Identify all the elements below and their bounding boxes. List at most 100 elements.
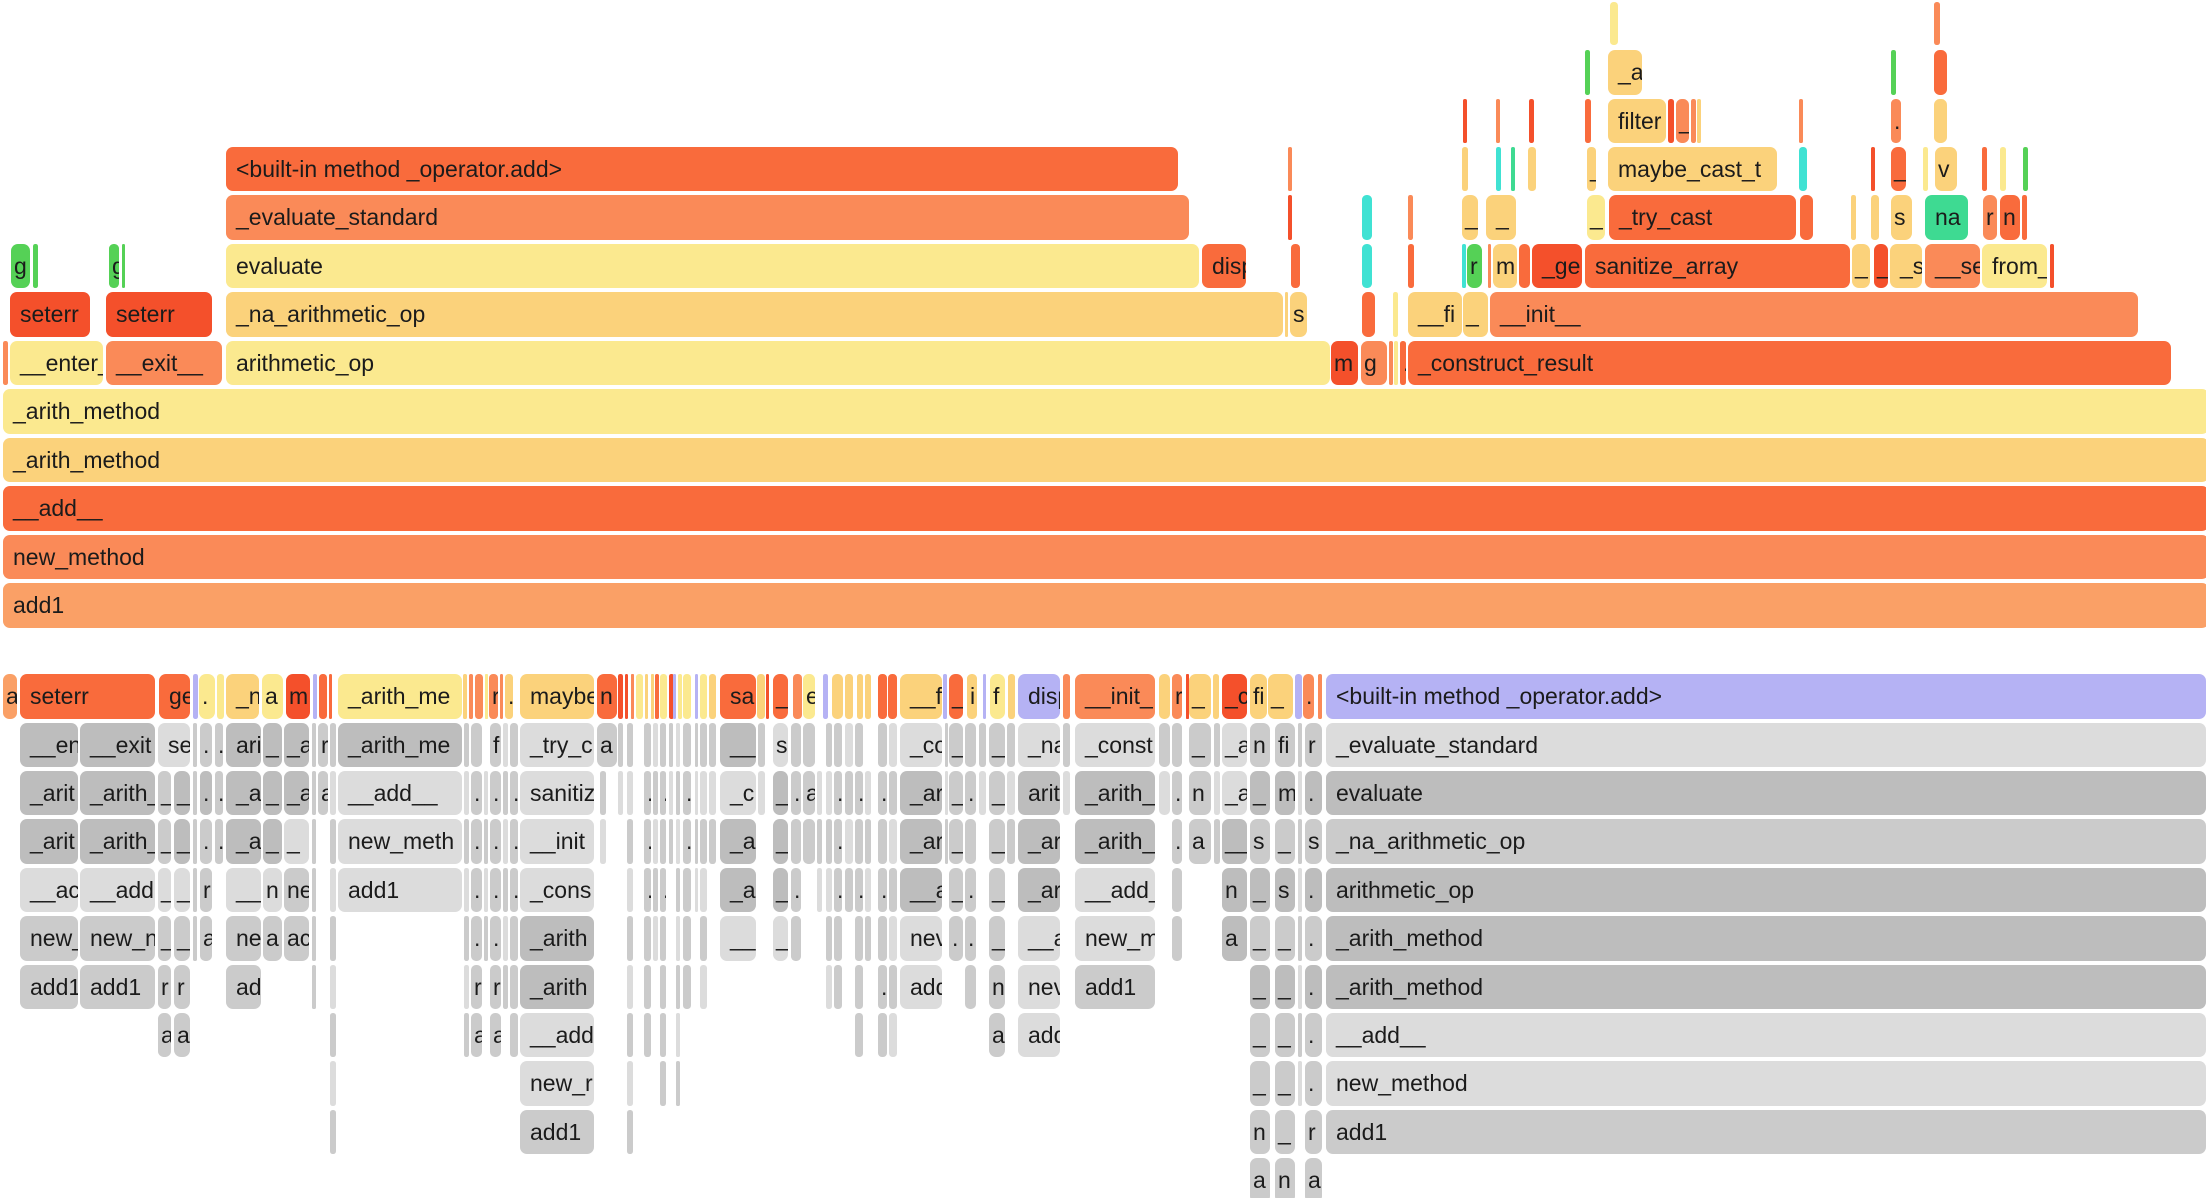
- caller-frame-bar[interactable]: _arith_method: [1326, 964, 2206, 1009]
- frame-bar[interactable]: [1408, 243, 1414, 288]
- caller-frame-bar[interactable]: ari: [226, 722, 261, 767]
- frame-bar[interactable]: [1285, 292, 1288, 337]
- caller-frame-bar[interactable]: [464, 1012, 469, 1058]
- leaf-frame-bar[interactable]: disp: [1018, 674, 1060, 719]
- caller-frame-bar[interactable]: _ar: [900, 819, 942, 864]
- leaf-frame-bar[interactable]: .: [1303, 674, 1314, 719]
- frame-bar[interactable]: [2022, 195, 2027, 240]
- frame-bar[interactable]: [1496, 98, 1500, 144]
- caller-frame-bar[interactable]: .: [834, 770, 842, 816]
- frame-bar[interactable]: [2000, 146, 2006, 191]
- caller-frame-bar[interactable]: [193, 916, 197, 961]
- caller-frame-bar[interactable]: _: [158, 770, 171, 816]
- caller-frame-bar[interactable]: _: [1250, 964, 1270, 1009]
- caller-frame-bar[interactable]: _: [1250, 770, 1270, 816]
- caller-frame-bar[interactable]: [660, 1061, 666, 1106]
- caller-frame-bar[interactable]: _: [1275, 1061, 1295, 1106]
- caller-frame-bar[interactable]: [676, 1012, 680, 1058]
- caller-frame-bar[interactable]: .: [490, 819, 501, 864]
- caller-frame-bar[interactable]: [330, 1061, 336, 1106]
- frame-bar[interactable]: [1934, 2, 1940, 45]
- caller-frame-bar[interactable]: [826, 867, 832, 913]
- caller-frame-bar[interactable]: new_n: [80, 916, 155, 961]
- leaf-frame-bar[interactable]: <built-in method _operator.add>: [1326, 674, 2206, 719]
- frame-bar[interactable]: disp: [1202, 243, 1246, 288]
- caller-frame-bar[interactable]: _: [174, 916, 190, 961]
- caller-frame-bar[interactable]: [889, 722, 897, 767]
- frame-bar[interactable]: _: [1587, 146, 1596, 191]
- caller-frame-bar[interactable]: __: [720, 916, 756, 961]
- frame-bar[interactable]: __init__: [1490, 292, 2138, 337]
- frame-bar[interactable]: maybe_cast_t: [1608, 146, 1777, 191]
- caller-frame-bar[interactable]: .: [490, 867, 501, 913]
- frame-bar[interactable]: [1362, 292, 1375, 337]
- caller-frame-bar[interactable]: _: [174, 819, 190, 864]
- caller-frame-bar[interactable]: .: [490, 916, 501, 961]
- caller-frame-bar[interactable]: new_method: [1326, 1061, 2206, 1106]
- frame-bar[interactable]: [1496, 146, 1501, 191]
- leaf-frame-bar[interactable]: [766, 674, 769, 719]
- caller-frame-bar[interactable]: [676, 1061, 680, 1106]
- leaf-frame-bar[interactable]: [660, 674, 667, 719]
- frame-bar[interactable]: [1362, 243, 1372, 288]
- caller-frame-bar[interactable]: [653, 722, 658, 767]
- caller-frame-bar[interactable]: .: [949, 916, 963, 961]
- caller-frame-bar[interactable]: [855, 964, 863, 1009]
- caller-frame-bar[interactable]: f: [490, 722, 501, 767]
- caller-frame-bar[interactable]: [669, 770, 673, 816]
- caller-frame-bar[interactable]: m: [1275, 770, 1295, 816]
- caller-frame-bar[interactable]: s: [773, 722, 788, 767]
- caller-frame-bar[interactable]: .: [510, 819, 518, 864]
- caller-frame-bar[interactable]: [660, 722, 666, 767]
- leaf-frame-bar[interactable]: [1295, 674, 1302, 719]
- frame-bar[interactable]: .: [1400, 340, 1406, 385]
- leaf-frame-bar[interactable]: [823, 674, 828, 719]
- frame-bar[interactable]: _: [1587, 195, 1605, 240]
- caller-frame-bar[interactable]: _: [773, 819, 788, 864]
- caller-frame-bar[interactable]: a: [174, 1012, 190, 1058]
- caller-frame-bar[interactable]: .: [490, 770, 501, 816]
- caller-frame-bar[interactable]: .: [834, 819, 842, 864]
- caller-frame-bar[interactable]: __exit: [80, 722, 155, 767]
- caller-frame-bar[interactable]: _arit: [20, 819, 78, 864]
- caller-frame-bar[interactable]: [484, 770, 488, 816]
- frame-bar[interactable]: [1799, 98, 1803, 144]
- caller-frame-bar[interactable]: ne: [284, 867, 309, 913]
- frame-bar[interactable]: _: [1463, 292, 1488, 337]
- caller-frame-bar[interactable]: [817, 770, 822, 816]
- caller-frame-bar[interactable]: .: [660, 867, 666, 913]
- caller-frame-bar[interactable]: .: [965, 916, 976, 961]
- caller-frame-bar[interactable]: [618, 770, 623, 816]
- caller-frame-bar[interactable]: [803, 819, 815, 864]
- caller-frame-bar[interactable]: _: [1275, 1012, 1295, 1058]
- caller-frame-bar[interactable]: [627, 1012, 633, 1058]
- caller-frame-bar[interactable]: [1214, 722, 1220, 767]
- caller-frame-bar[interactable]: [627, 770, 633, 816]
- caller-frame-bar[interactable]: [700, 722, 707, 767]
- caller-frame-bar[interactable]: [676, 964, 680, 1009]
- caller-frame-bar[interactable]: [683, 916, 691, 961]
- caller-frame-bar[interactable]: a: [1189, 819, 1211, 864]
- caller-frame-bar[interactable]: [503, 964, 508, 1009]
- caller-frame-bar[interactable]: [834, 916, 842, 961]
- caller-frame-bar[interactable]: [845, 867, 853, 913]
- caller-frame-bar[interactable]: _: [263, 819, 282, 864]
- caller-frame-bar[interactable]: [627, 819, 633, 864]
- frame-bar[interactable]: _a: [1608, 50, 1642, 95]
- caller-frame-bar[interactable]: [700, 964, 707, 1009]
- caller-frame-bar[interactable]: [618, 722, 623, 767]
- caller-frame-bar[interactable]: n: [263, 867, 282, 913]
- caller-frame-bar[interactable]: _: [949, 770, 963, 816]
- caller-frame-bar[interactable]: .: [1172, 770, 1182, 816]
- caller-frame-bar[interactable]: _a: [226, 819, 261, 864]
- caller-frame-bar[interactable]: __init: [520, 819, 594, 864]
- caller-frame-bar[interactable]: .: [683, 819, 691, 864]
- caller-frame-bar[interactable]: .: [878, 867, 887, 913]
- caller-frame-bar[interactable]: [889, 1012, 897, 1058]
- caller-frame-bar[interactable]: [510, 916, 518, 961]
- leaf-frame-bar[interactable]: sa: [720, 674, 756, 719]
- caller-frame-bar[interactable]: [791, 722, 801, 767]
- caller-frame-bar[interactable]: [660, 819, 666, 864]
- caller-frame-bar[interactable]: [889, 964, 897, 1009]
- caller-frame-bar[interactable]: arit: [1018, 770, 1060, 816]
